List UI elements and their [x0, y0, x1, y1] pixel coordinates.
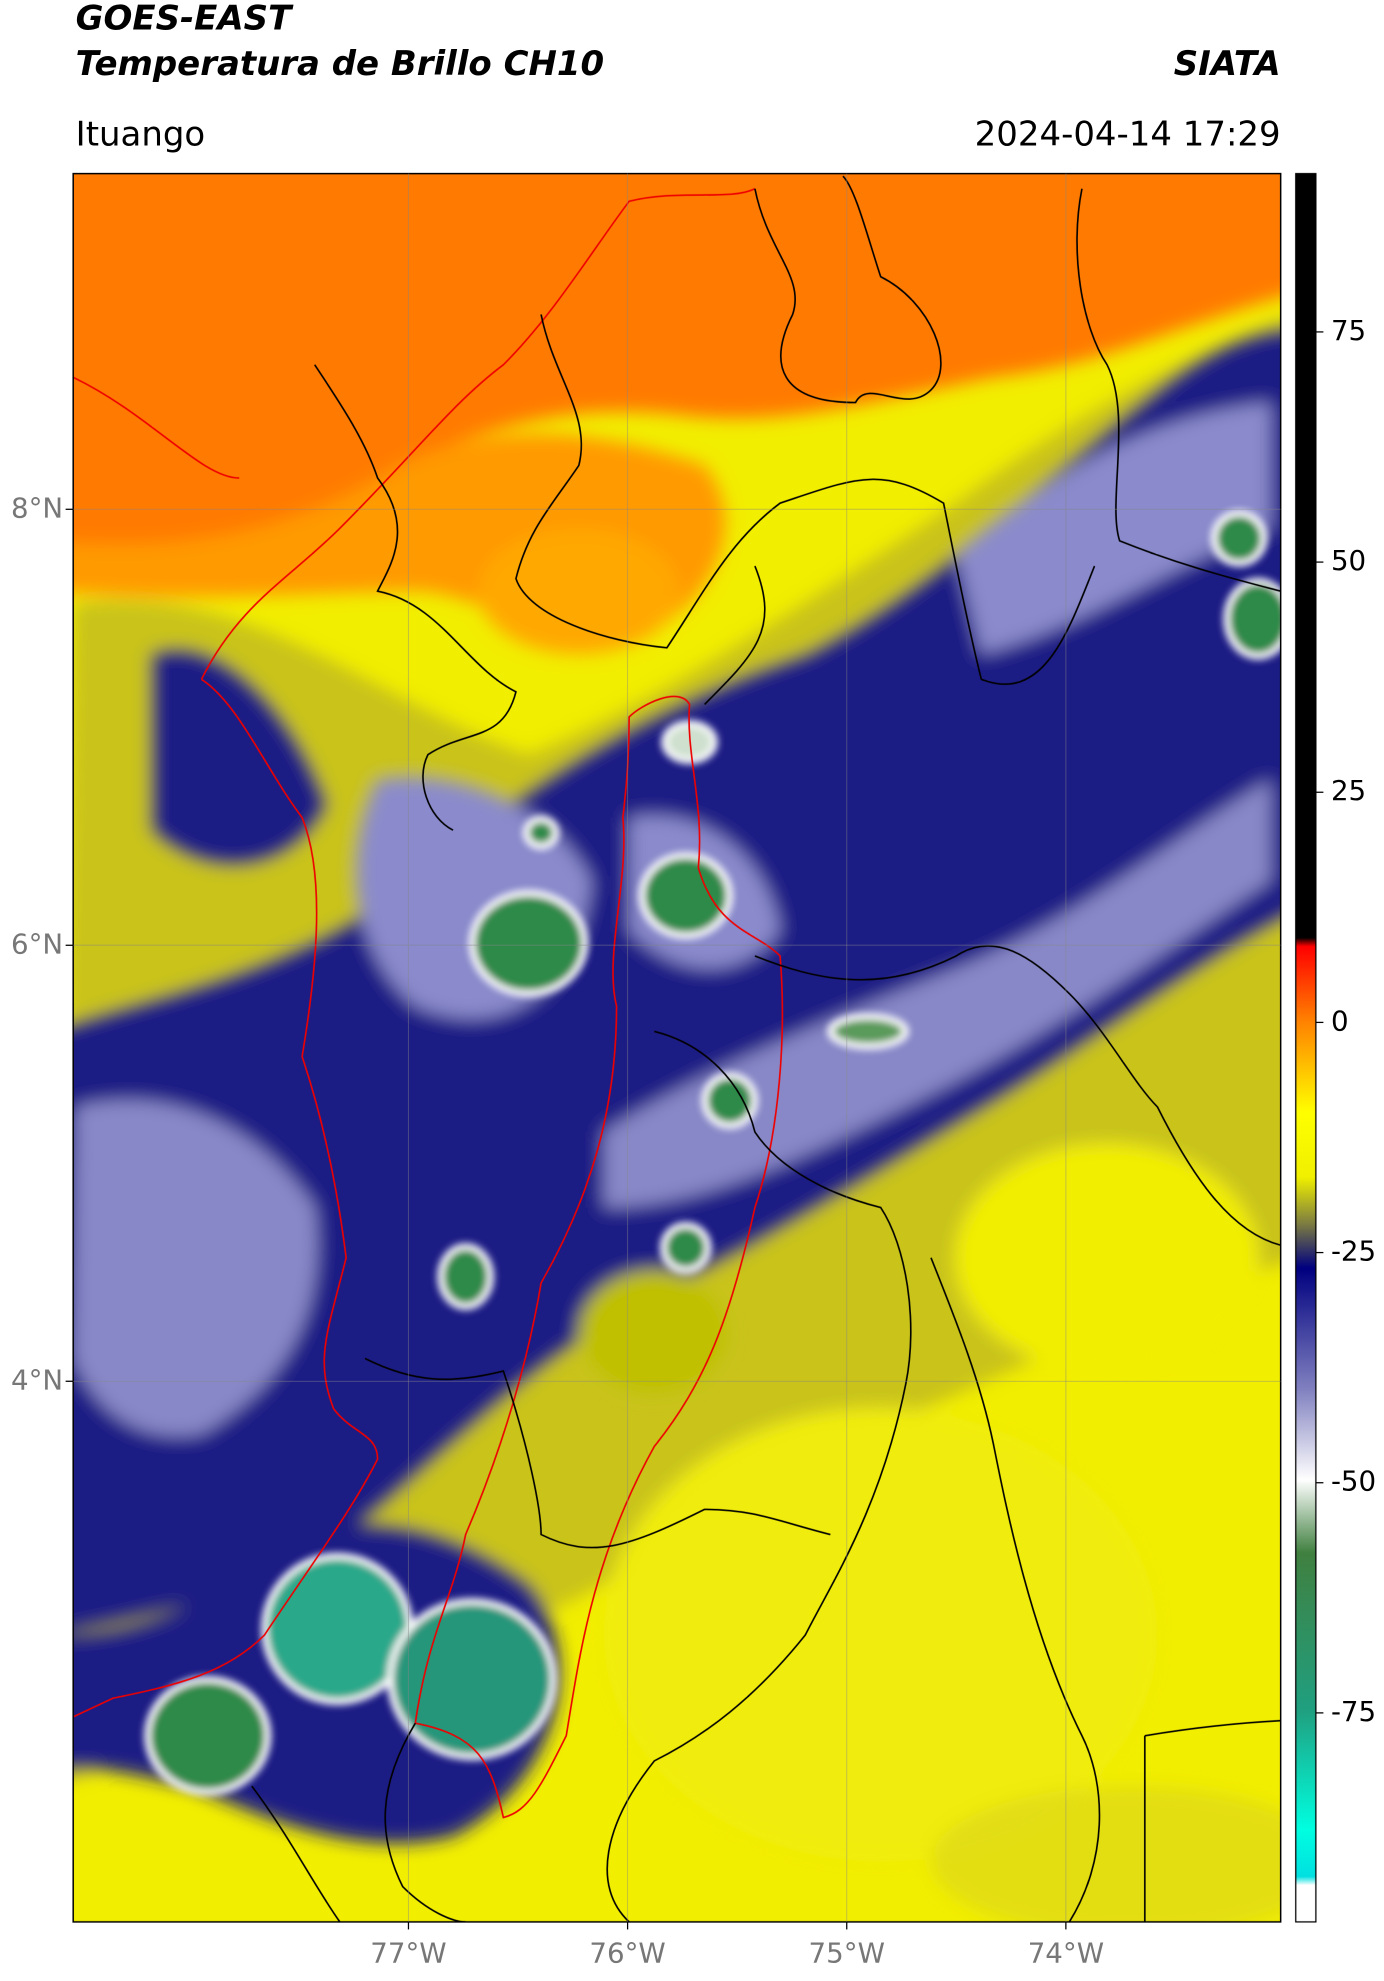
satellite-image: [73, 173, 1281, 1922]
colorbar-label: 75: [1331, 314, 1366, 347]
product: Temperatura de Brillo CH10: [76, 44, 604, 84]
lat-tick-label: 8°N: [11, 491, 63, 524]
colorbar-label: -25: [1331, 1235, 1376, 1268]
lon-tick-label: 76°W: [589, 1937, 665, 1970]
satellite: GOES-EAST: [76, 0, 294, 39]
colorbar-label: 0: [1331, 1004, 1349, 1037]
map-frame: [72, 172, 1282, 1923]
location: Ituango: [76, 114, 206, 154]
colorbar-label: 25: [1331, 774, 1366, 807]
datetime: 2024-04-14 17:29: [975, 114, 1281, 154]
colorbar: [1295, 172, 1317, 1923]
colorbar-label: 50: [1331, 544, 1366, 577]
source: SIATA: [1174, 44, 1281, 84]
lat-tick-label: 4°N: [11, 1363, 63, 1396]
lat-tick-label: 6°N: [11, 927, 63, 960]
lon-tick-label: 75°W: [809, 1937, 885, 1970]
colorbar-label: -50: [1331, 1465, 1376, 1498]
lon-tick-label: 77°W: [370, 1937, 446, 1970]
colorbar-label: -75: [1331, 1695, 1376, 1728]
lon-tick-label: 74°W: [1028, 1937, 1104, 1970]
